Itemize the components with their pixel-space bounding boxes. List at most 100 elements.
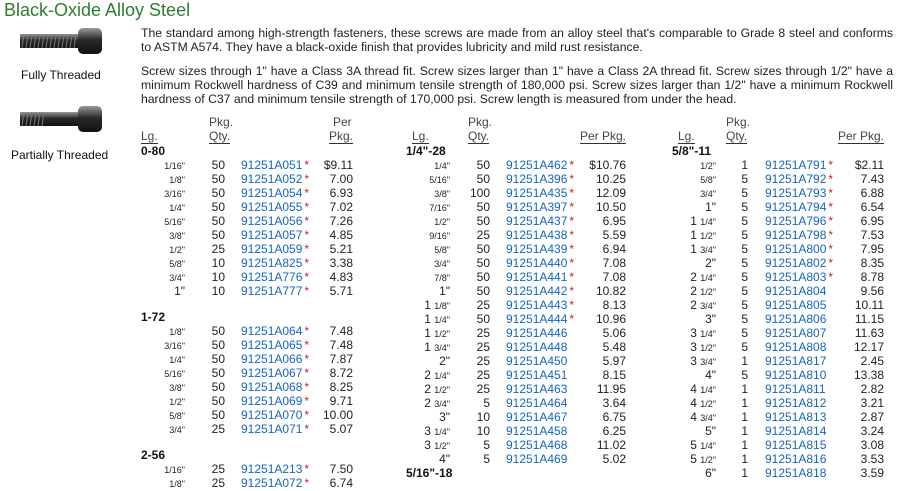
- part-number-link[interactable]: 91251A800 *: [765, 242, 834, 256]
- part-number-link[interactable]: 91251A812: [765, 396, 827, 410]
- table-row[interactable]: 5/16" 50 91251A056 * 7.26: [141, 214, 356, 228]
- table-row[interactable]: 3/4" 10 91251A776 * 4.83: [141, 270, 356, 284]
- part-number-link[interactable]: 91251A448: [506, 340, 568, 354]
- part-number-link[interactable]: 91251A397 *: [506, 200, 575, 214]
- part-number-link[interactable]: 91251A815: [765, 438, 827, 452]
- part-number-link[interactable]: 91251A067 *: [241, 366, 310, 380]
- table-row[interactable]: 3 1/2" 5 91251A468 11.02: [406, 438, 630, 452]
- table-row[interactable]: 4" 5 91251A469 5.02: [406, 452, 630, 466]
- part-number-link[interactable]: 91251A792 *: [765, 172, 834, 186]
- table-row[interactable]: 2 1/2" 25 91251A463 11.95: [406, 382, 630, 396]
- table-row[interactable]: 1 3/4" 5 91251A800 * 7.95: [672, 242, 887, 256]
- table-row[interactable]: 2 1/2" 5 91251A804 9.56: [672, 284, 887, 298]
- table-row[interactable]: 3" 5 91251A806 11.15: [672, 312, 887, 326]
- table-row[interactable]: 5/16" 50 91251A396 * 10.25: [406, 172, 630, 186]
- part-number-link[interactable]: 91251A462 *: [506, 158, 575, 172]
- part-number-link[interactable]: 91251A825 *: [241, 256, 310, 270]
- part-number-link[interactable]: 91251A055 *: [241, 200, 310, 214]
- part-number-link[interactable]: 91251A064 *: [241, 324, 310, 338]
- table-row[interactable]: 3/16" 50 91251A054 * 6.93: [141, 186, 356, 200]
- table-row[interactable]: 7/8" 50 91251A441 * 7.08: [406, 270, 630, 284]
- table-row[interactable]: 1 1/4" 50 91251A444 * 10.96: [406, 312, 630, 326]
- partially-threaded-screw-image[interactable]: [18, 104, 104, 134]
- part-number-link[interactable]: 91251A798 *: [765, 228, 834, 242]
- table-row[interactable]: 1/4" 50 91251A462 * $10.76: [406, 158, 630, 172]
- part-number-link[interactable]: 91251A791 *: [765, 158, 834, 172]
- part-number-link[interactable]: 91251A054 *: [241, 186, 310, 200]
- part-number-link[interactable]: 91251A444 *: [506, 312, 575, 326]
- part-number-link[interactable]: 91251A437 *: [506, 214, 575, 228]
- part-number-link[interactable]: 91251A804: [765, 284, 827, 298]
- part-number-link[interactable]: 91251A818: [765, 466, 827, 480]
- part-number-link[interactable]: 91251A777 *: [241, 284, 310, 298]
- part-number-link[interactable]: 91251A776 *: [241, 270, 310, 284]
- table-row[interactable]: 1/8" 25 91251A072 * 6.74: [141, 476, 356, 490]
- table-row[interactable]: 1/8" 50 91251A052 * 7.00: [141, 172, 356, 186]
- part-number-link[interactable]: 91251A051 *: [241, 158, 310, 172]
- table-row[interactable]: 2 1/4" 5 91251A803 * 8.78: [672, 270, 887, 284]
- part-number-link[interactable]: 91251A467: [506, 410, 568, 424]
- part-number-link[interactable]: 91251A814: [765, 424, 827, 438]
- table-row[interactable]: 3/16" 50 91251A065 * 7.48: [141, 338, 356, 352]
- part-number-link[interactable]: 91251A450: [506, 354, 568, 368]
- table-row[interactable]: 3 1/4" 10 91251A458 6.25: [406, 424, 630, 438]
- table-row[interactable]: 1" 5 91251A794 * 6.54: [672, 200, 887, 214]
- table-row[interactable]: 2" 5 91251A802 * 8.35: [672, 256, 887, 270]
- table-row[interactable]: 2 3/4" 5 91251A464 3.64: [406, 396, 630, 410]
- part-number-link[interactable]: 91251A805: [765, 298, 827, 312]
- part-number-link[interactable]: 91251A808: [765, 340, 827, 354]
- table-row[interactable]: 6" 1 91251A818 3.59: [672, 466, 887, 480]
- part-number-link[interactable]: 91251A440 *: [506, 256, 575, 270]
- part-number-link[interactable]: 91251A070 *: [241, 408, 310, 422]
- part-number-link[interactable]: 91251A066 *: [241, 352, 310, 366]
- table-row[interactable]: 5/8" 50 91251A070 * 10.00: [141, 408, 356, 422]
- table-row[interactable]: 3/8" 100 91251A435 * 12.09: [406, 186, 630, 200]
- part-number-link[interactable]: 91251A059 *: [241, 242, 310, 256]
- part-number-link[interactable]: 91251A056 *: [241, 214, 310, 228]
- part-number-link[interactable]: 91251A438 *: [506, 228, 575, 242]
- table-row[interactable]: 1/2" 25 91251A059 * 5.21: [141, 242, 356, 256]
- part-number-link[interactable]: 91251A793 *: [765, 186, 834, 200]
- table-row[interactable]: 7/16" 50 91251A397 * 10.50: [406, 200, 630, 214]
- table-row[interactable]: 5/8" 50 91251A439 * 6.94: [406, 242, 630, 256]
- part-number-link[interactable]: 91251A811: [765, 382, 826, 396]
- part-number-link[interactable]: 91251A446: [506, 326, 568, 340]
- fully-threaded-screw-image[interactable]: [18, 26, 104, 56]
- table-row[interactable]: 3 1/4" 5 91251A807 11.63: [672, 326, 887, 340]
- part-number-link[interactable]: 91251A796 *: [765, 214, 834, 228]
- table-row[interactable]: 4 1/4" 1 91251A811 2.82: [672, 382, 887, 396]
- part-number-link[interactable]: 91251A458: [506, 424, 568, 438]
- part-number-link[interactable]: 91251A469: [506, 452, 568, 466]
- part-number-link[interactable]: 91251A802 *: [765, 256, 834, 270]
- table-row[interactable]: 5 1/2" 1 91251A816 3.53: [672, 452, 887, 466]
- table-row[interactable]: 4 1/2" 1 91251A812 3.21: [672, 396, 887, 410]
- table-row[interactable]: 1 3/4" 25 91251A448 5.48: [406, 340, 630, 354]
- table-row[interactable]: 3/8" 50 91251A057 * 4.85: [141, 228, 356, 242]
- part-number-link[interactable]: 91251A794 *: [765, 200, 834, 214]
- part-number-link[interactable]: 91251A451: [506, 368, 568, 382]
- part-number-link[interactable]: 91251A807: [765, 326, 827, 340]
- table-row[interactable]: 1/16" 50 91251A051 * $9.11: [141, 158, 356, 172]
- table-row[interactable]: 3 1/2" 5 91251A808 12.17: [672, 340, 887, 354]
- part-number-link[interactable]: 91251A468: [506, 438, 568, 452]
- table-row[interactable]: 9/16" 25 91251A438 * 5.59: [406, 228, 630, 242]
- table-row[interactable]: 5/16" 50 91251A067 * 8.72: [141, 366, 356, 380]
- part-number-link[interactable]: 91251A213 *: [241, 462, 310, 476]
- part-number-link[interactable]: 91251A817: [765, 354, 827, 368]
- part-number-link[interactable]: 91251A435 *: [506, 186, 575, 200]
- table-row[interactable]: 3/8" 50 91251A068 * 8.25: [141, 380, 356, 394]
- part-number-link[interactable]: 91251A464: [506, 396, 568, 410]
- part-number-link[interactable]: 91251A396 *: [506, 172, 575, 186]
- part-number-link[interactable]: 91251A057 *: [241, 228, 310, 242]
- table-row[interactable]: 2" 25 91251A450 5.97: [406, 354, 630, 368]
- table-row[interactable]: 3 3/4" 1 91251A817 2.45: [672, 354, 887, 368]
- table-row[interactable]: 1/4" 50 91251A055 * 7.02: [141, 200, 356, 214]
- part-number-link[interactable]: 91251A803 *: [765, 270, 834, 284]
- part-number-link[interactable]: 91251A443 *: [506, 298, 575, 312]
- table-row[interactable]: 5/8" 10 91251A825 * 3.38: [141, 256, 356, 270]
- table-row[interactable]: 1/2" 50 91251A069 * 9.71: [141, 394, 356, 408]
- part-number-link[interactable]: 91251A441 *: [506, 270, 575, 284]
- table-row[interactable]: 4" 5 91251A810 13.38: [672, 368, 887, 382]
- table-row[interactable]: 3/4" 5 91251A793 * 6.88: [672, 186, 887, 200]
- table-row[interactable]: 1 1/4" 5 91251A796 * 6.95: [672, 214, 887, 228]
